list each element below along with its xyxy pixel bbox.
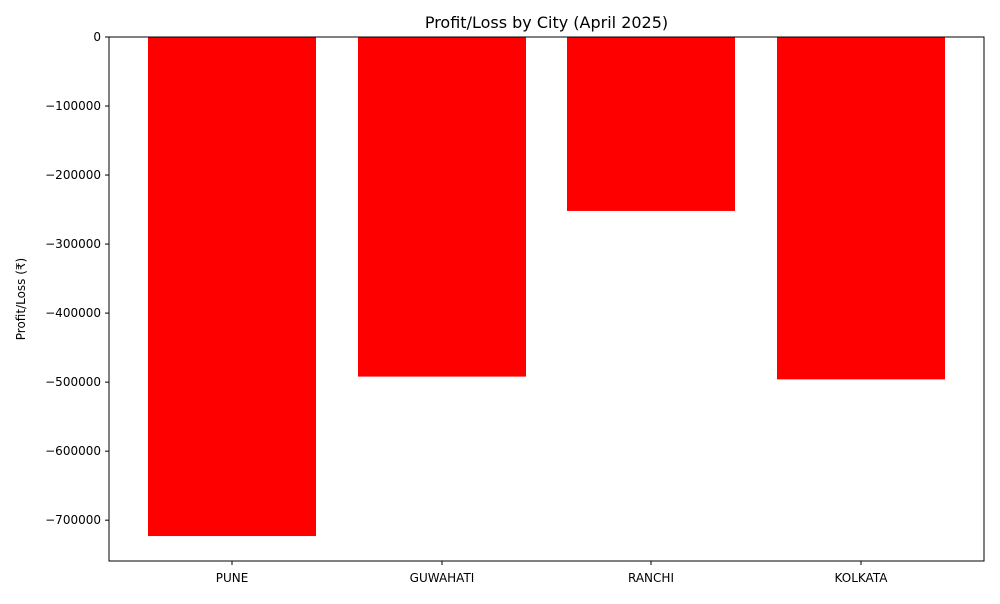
bar-guwahati [358, 37, 526, 377]
bar-kolkata [777, 37, 945, 380]
y-tick-label: −300000 [45, 237, 101, 251]
y-tick-label: −200000 [45, 168, 101, 182]
x-axis: PUNE GUWAHATI RANCHI KOLKATA [216, 561, 889, 585]
y-tick-label: −400000 [45, 306, 101, 320]
y-tick-label: 0 [93, 30, 101, 44]
y-tick-label: −100000 [45, 99, 101, 113]
x-tick-label: RANCHI [628, 571, 674, 585]
y-tick-label: −700000 [45, 513, 101, 527]
bar-pune [148, 37, 316, 537]
y-tick-label: −600000 [45, 444, 101, 458]
x-tick-label: GUWAHATI [410, 571, 475, 585]
y-axis: 0 −100000 −200000 −300000 −400000 −500000 −600… [45, 30, 109, 527]
bar-ranchi [567, 37, 735, 211]
plot-frame [108, 36, 985, 562]
chart-title: Profit/Loss by City (April 2025) [425, 13, 668, 32]
y-axis-label: Profit/Loss (₹) [14, 258, 28, 340]
y-tick-label: −500000 [45, 375, 101, 389]
x-tick-label: KOLKATA [835, 571, 889, 585]
x-tick-label: PUNE [216, 571, 249, 585]
bars-layer [148, 37, 945, 537]
